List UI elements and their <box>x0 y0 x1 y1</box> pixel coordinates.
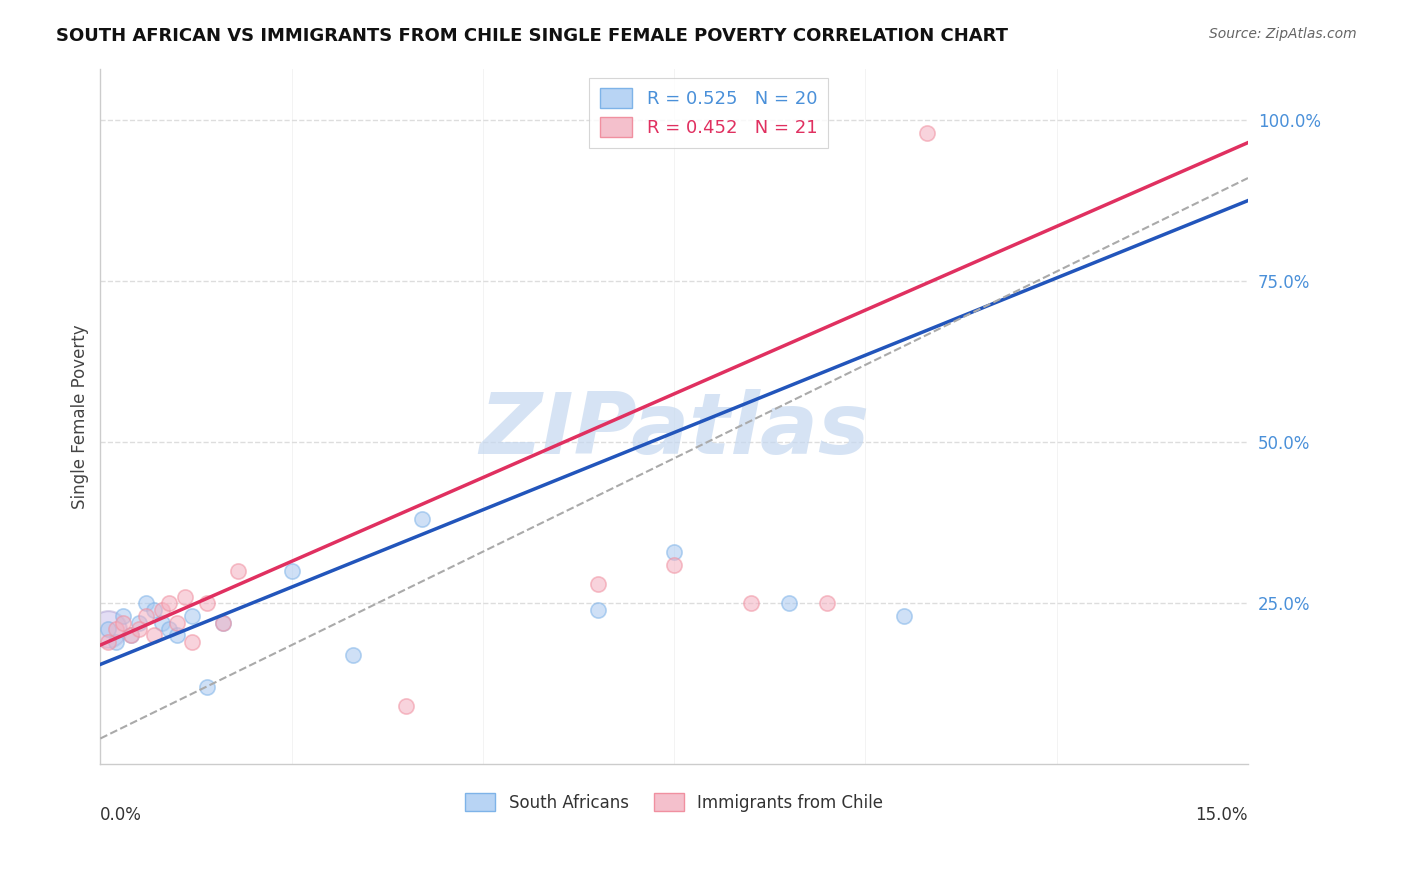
Point <box>226 564 249 578</box>
Text: ZIPatlas: ZIPatlas <box>479 389 869 472</box>
Point <box>97 622 120 636</box>
Point <box>181 635 204 649</box>
Point <box>586 602 609 616</box>
Text: Source: ZipAtlas.com: Source: ZipAtlas.com <box>1209 27 1357 41</box>
Point <box>157 596 180 610</box>
Point <box>104 622 127 636</box>
Point <box>740 596 762 610</box>
Point <box>662 558 685 572</box>
Point <box>815 596 838 610</box>
Point <box>142 628 165 642</box>
Text: 15.0%: 15.0% <box>1195 806 1249 824</box>
Point <box>120 628 142 642</box>
Point <box>150 602 173 616</box>
Point <box>135 609 157 624</box>
Point <box>112 615 135 630</box>
Point <box>97 622 120 636</box>
Text: 0.0%: 0.0% <box>100 806 142 824</box>
Point <box>120 628 142 642</box>
Point <box>97 635 120 649</box>
Point <box>112 609 135 624</box>
Point <box>395 699 418 714</box>
Point <box>586 577 609 591</box>
Point <box>173 590 195 604</box>
Point <box>142 602 165 616</box>
Point <box>128 615 150 630</box>
Legend: South Africans, Immigrants from Chile: South Africans, Immigrants from Chile <box>458 787 890 819</box>
Point <box>915 126 938 140</box>
Point <box>135 596 157 610</box>
Point <box>128 622 150 636</box>
Point <box>104 635 127 649</box>
Point <box>280 564 302 578</box>
Point <box>150 615 173 630</box>
Point <box>197 680 219 694</box>
Point <box>893 609 915 624</box>
Point <box>166 615 188 630</box>
Point <box>342 648 364 662</box>
Point <box>211 615 233 630</box>
Point <box>197 596 219 610</box>
Point <box>662 544 685 558</box>
Point <box>181 609 204 624</box>
Point <box>157 622 180 636</box>
Point <box>411 512 433 526</box>
Y-axis label: Single Female Poverty: Single Female Poverty <box>72 324 89 508</box>
Point <box>778 596 800 610</box>
Point <box>211 615 233 630</box>
Text: SOUTH AFRICAN VS IMMIGRANTS FROM CHILE SINGLE FEMALE POVERTY CORRELATION CHART: SOUTH AFRICAN VS IMMIGRANTS FROM CHILE S… <box>56 27 1008 45</box>
Point <box>166 628 188 642</box>
